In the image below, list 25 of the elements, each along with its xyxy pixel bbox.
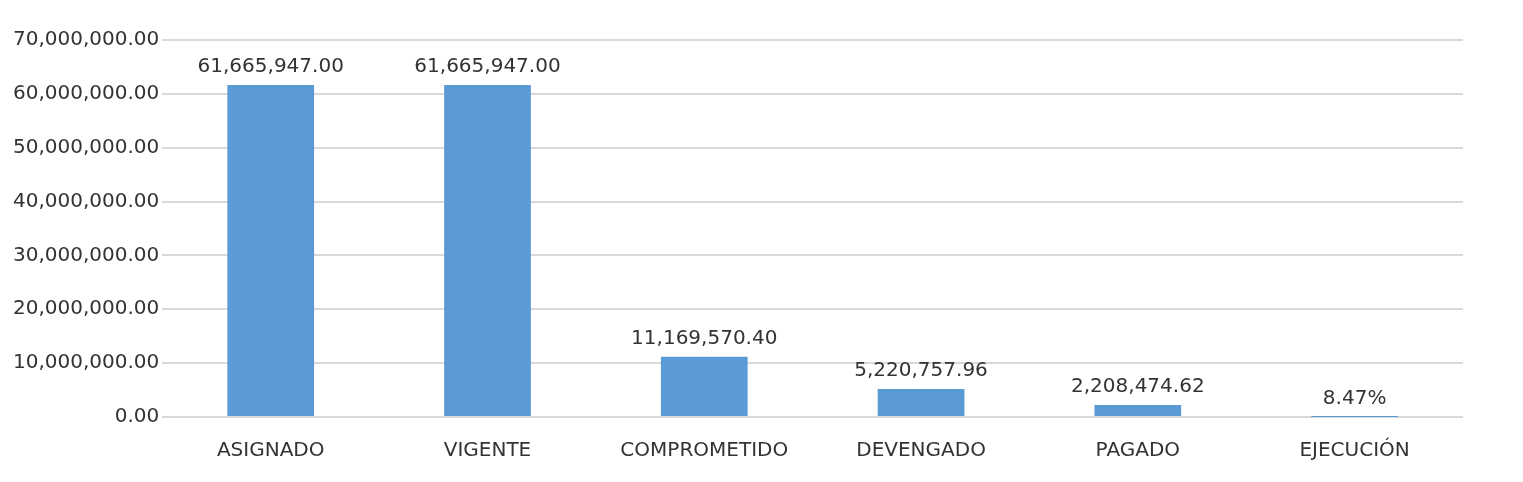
- data-label: 8.47%: [1322, 385, 1387, 410]
- x-tick-label: ASIGNADO: [216, 437, 325, 462]
- bar: [1094, 405, 1182, 416]
- x-tick-label: EJECUCIÓN: [1299, 437, 1410, 462]
- bar: [877, 388, 965, 416]
- bar: [660, 356, 748, 416]
- data-label: 5,220,757.96: [854, 357, 988, 382]
- x-tick-label: VIGENTE: [443, 437, 532, 462]
- data-label: 11,169,570.40: [631, 325, 778, 350]
- data-label: 61,665,947.00: [414, 53, 561, 78]
- x-tick-label: PAGADO: [1095, 437, 1181, 462]
- y-tick-label: 50,000,000.00: [12, 133, 160, 158]
- y-tick-label: 0.00: [114, 403, 160, 428]
- data-label: 61,665,947.00: [197, 53, 344, 78]
- y-tick-label: 70,000,000.00: [12, 26, 160, 51]
- x-tick-label: DEVENGADO: [856, 437, 986, 462]
- y-tick-label: 30,000,000.00: [12, 241, 160, 266]
- y-tick-label: 20,000,000.00: [12, 295, 160, 320]
- x-tick-label: COMPROMETIDO: [620, 437, 789, 462]
- y-tick-label: 40,000,000.00: [12, 187, 160, 212]
- y-tick-label: 10,000,000.00: [12, 349, 160, 374]
- data-label: 2,208,474.62: [1071, 373, 1205, 398]
- bar: [444, 84, 531, 416]
- bar: [227, 84, 315, 416]
- y-tick-label: 60,000,000.00: [12, 80, 160, 105]
